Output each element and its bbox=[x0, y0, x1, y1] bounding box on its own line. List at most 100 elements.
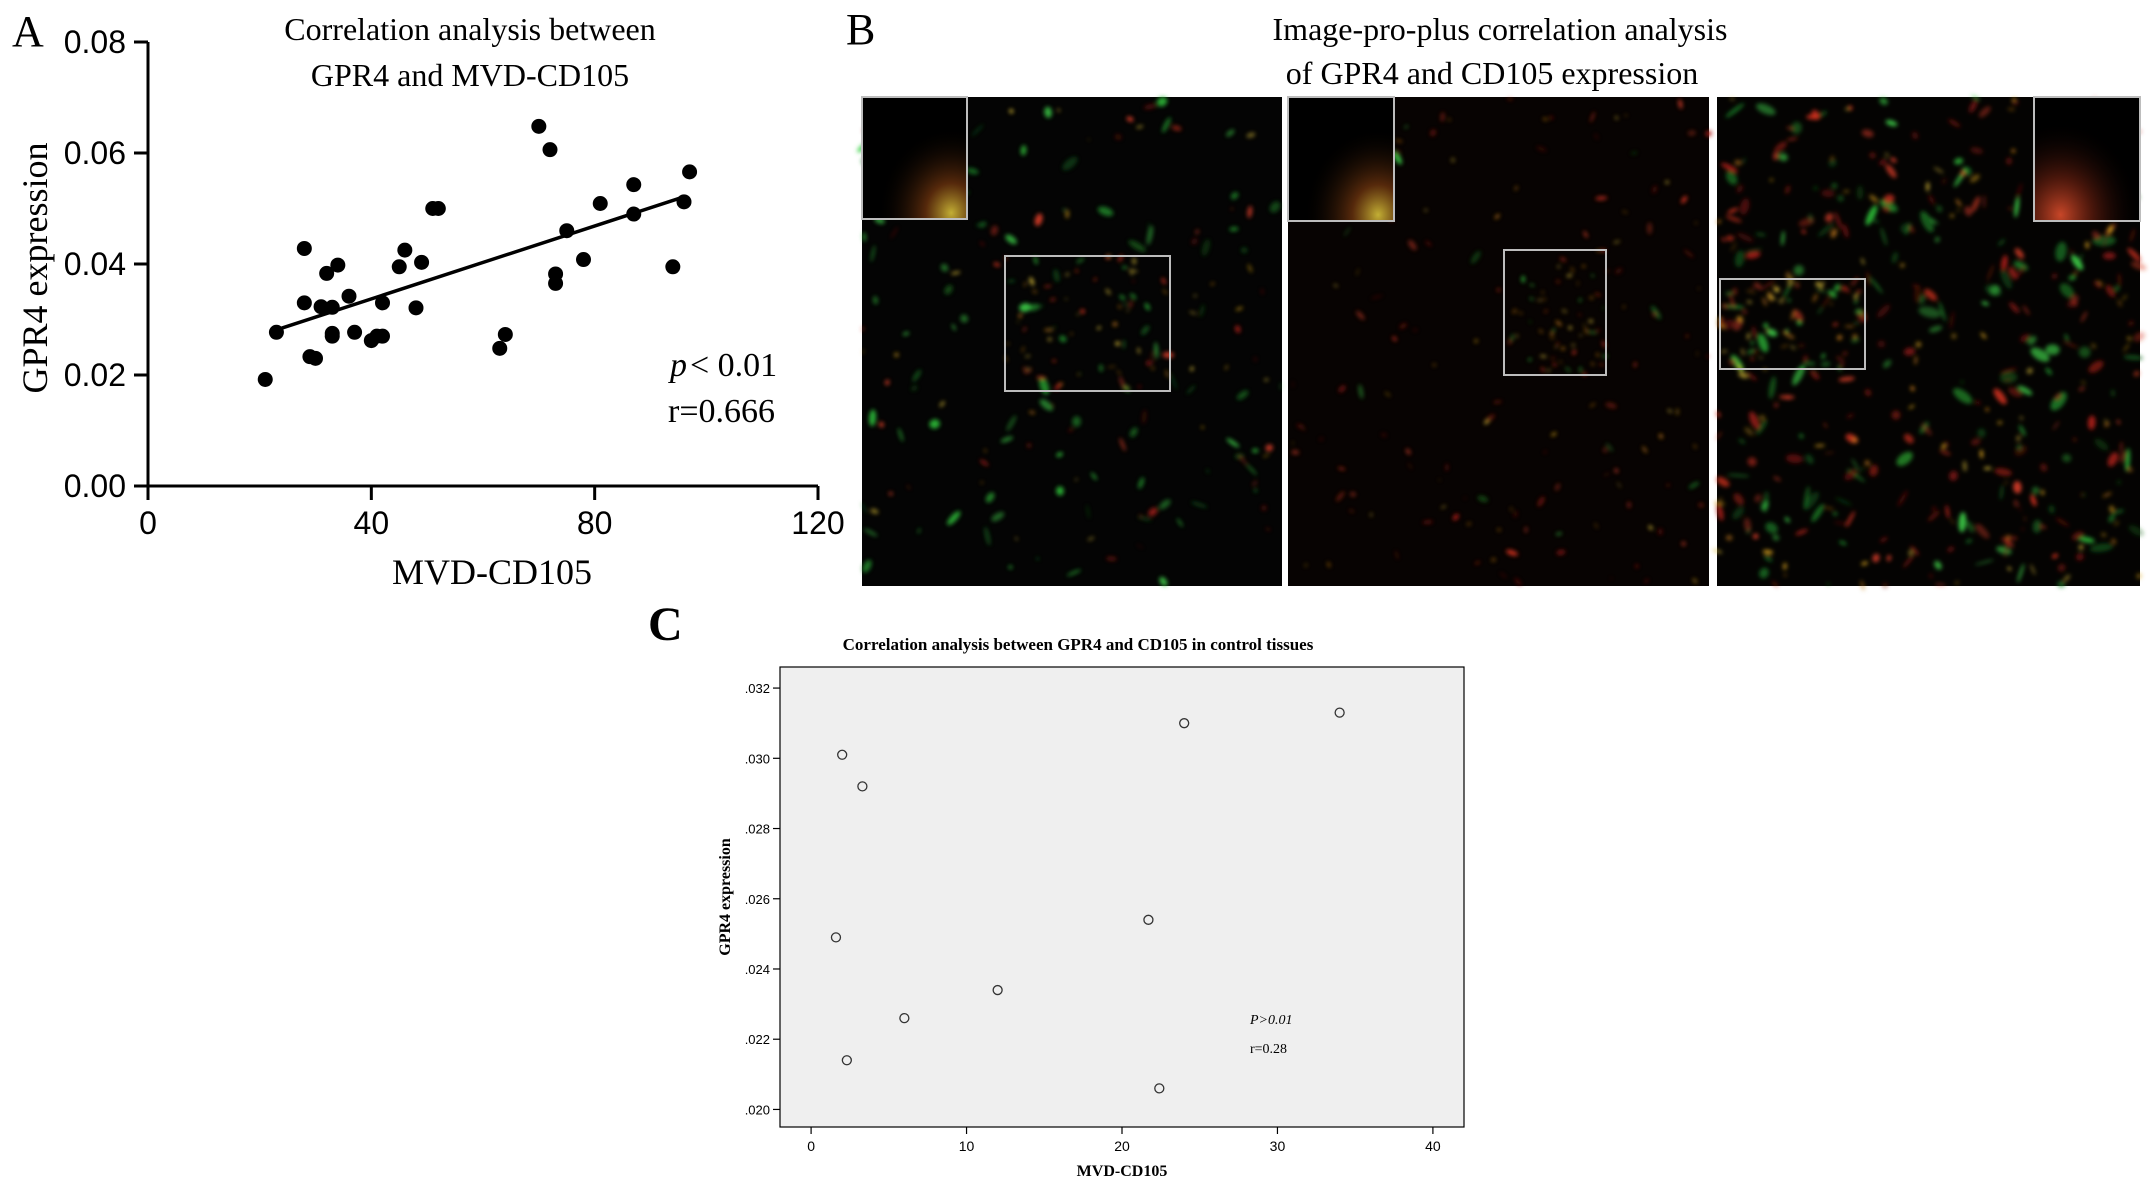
chart-a-y-tick-label: 0.00 bbox=[64, 468, 126, 504]
panel-a: A Correlation analysis between GPR4 and … bbox=[12, 7, 845, 592]
roi-box-1 bbox=[1004, 255, 1171, 392]
chart-c-x-tick-label: 10 bbox=[959, 1138, 975, 1154]
panel-b-title-line2: of GPR4 and CD105 expression bbox=[1286, 55, 1698, 91]
chart-c-point bbox=[1154, 1083, 1165, 1094]
chart-a-x-tick-label: 0 bbox=[139, 505, 157, 541]
chart-a-point bbox=[576, 252, 591, 268]
chart-a-point bbox=[375, 328, 390, 344]
chart-a-point bbox=[397, 242, 413, 258]
chart-c-ticks: 0 10 20 30 40 .020 .022 .024 .026 .028 .030 .032 bbox=[745, 681, 1441, 1154]
chart-a-point bbox=[347, 324, 363, 340]
chart-a-title-line2: GPR4 and MVD-CD105 bbox=[311, 57, 629, 93]
inset-box-1 bbox=[861, 96, 968, 220]
chart-c-x-tick-label: 0 bbox=[807, 1138, 815, 1154]
chart-c-y-tick-label: .028 bbox=[745, 822, 770, 837]
chart-a-point bbox=[626, 177, 642, 193]
chart-a-y-tick-label: 0.02 bbox=[64, 357, 126, 393]
chart-a-fit-line bbox=[270, 195, 685, 334]
chart-a-title-line1: Correlation analysis between bbox=[284, 11, 655, 47]
chart-a-y-tick-label: 0.08 bbox=[64, 24, 126, 60]
chart-c-xlabel: MVD-CD105 bbox=[1077, 1163, 1168, 1180]
chart-c-point bbox=[837, 749, 848, 760]
chart-a-points bbox=[257, 118, 698, 387]
chart-c-y-tick-label: .026 bbox=[745, 892, 770, 907]
chart-a-point bbox=[257, 371, 273, 387]
chart-c-point bbox=[899, 1012, 910, 1024]
chart-a-point bbox=[391, 259, 407, 275]
chart-c-point bbox=[992, 984, 1003, 996]
panel-c: C Correlation analysis between GPR4 and … bbox=[648, 598, 1465, 1180]
chart-c-y-tick-label: .024 bbox=[745, 962, 770, 977]
chart-a-point bbox=[308, 350, 323, 366]
inset-box-3 bbox=[2033, 96, 2141, 222]
chart-a-point bbox=[497, 326, 513, 342]
roi-box-3 bbox=[1719, 278, 1866, 370]
chart-c-p-value: P>0.01 bbox=[1249, 1013, 1293, 1028]
chart-a-point bbox=[626, 206, 642, 222]
chart-c-point bbox=[841, 1055, 852, 1066]
chart-a-point bbox=[592, 196, 608, 212]
panel-c-letter: C bbox=[648, 598, 683, 651]
chart-a-point bbox=[313, 299, 329, 315]
panel-b-title-line1: Image-pro-plus correlation analysis bbox=[1273, 11, 1728, 47]
chart-a-point bbox=[375, 295, 390, 311]
chart-c-y-tick-label: .020 bbox=[745, 1102, 770, 1117]
chart-a-regression-line bbox=[270, 195, 685, 334]
chart-a-p-value: < 0.01 bbox=[690, 347, 777, 384]
chart-c-r-value: r=0.28 bbox=[1250, 1042, 1287, 1057]
chart-c-y-tick-label: .022 bbox=[745, 1032, 770, 1047]
panel-a-letter: A bbox=[12, 7, 44, 56]
chart-c-point bbox=[1179, 718, 1190, 729]
chart-a-point bbox=[296, 240, 312, 256]
inset-box-2 bbox=[1287, 96, 1395, 222]
chart-a-point bbox=[531, 118, 547, 134]
chart-a-xlabel: MVD-CD105 bbox=[392, 552, 592, 592]
chart-a-y-tick-label: 0.04 bbox=[64, 246, 126, 282]
chart-a-point bbox=[330, 257, 346, 273]
chart-c-ylabel: GPR4 expression bbox=[717, 838, 734, 956]
chart-a-point bbox=[268, 324, 284, 340]
chart-c-point bbox=[857, 781, 868, 792]
chart-c-plot-area bbox=[779, 666, 1465, 1128]
chart-a-point bbox=[665, 259, 681, 275]
chart-a-ticks: 0 40 80 120 0.00 0.02 0.04 0.06 0.08 bbox=[64, 24, 845, 541]
chart-a-y-tick-label: 0.06 bbox=[64, 135, 126, 171]
chart-a-point bbox=[542, 142, 558, 158]
chart-a-point bbox=[676, 194, 692, 210]
chart-c-title: Correlation analysis between GPR4 and CD… bbox=[843, 635, 1314, 654]
chart-a-x-tick-label: 120 bbox=[791, 505, 844, 541]
chart-c-y-tick-label: .032 bbox=[745, 681, 770, 696]
chart-a-x-tick-label: 80 bbox=[577, 505, 613, 541]
chart-c-point bbox=[830, 932, 842, 943]
chart-c-point bbox=[1143, 914, 1154, 925]
chart-c-points bbox=[830, 707, 1345, 1094]
chart-a-r-value: r=0.666 bbox=[668, 393, 775, 430]
chart-a-x-tick-label: 40 bbox=[354, 505, 390, 541]
chart-a-point bbox=[324, 299, 340, 315]
chart-a-point bbox=[296, 295, 312, 311]
micrograph-1 bbox=[857, 96, 1282, 587]
chart-c-y-tick-label: .030 bbox=[745, 751, 770, 766]
chart-c-x-tick-label: 40 bbox=[1425, 1138, 1441, 1154]
roi-box-2 bbox=[1503, 249, 1607, 376]
chart-a-point bbox=[492, 340, 508, 356]
micrograph-3 bbox=[1712, 94, 2147, 591]
chart-c-x-tick-label: 20 bbox=[1114, 1138, 1130, 1154]
chart-a-point bbox=[548, 266, 564, 282]
chart-a-point bbox=[430, 201, 446, 216]
chart-c-point bbox=[1334, 707, 1345, 718]
chart-a-point bbox=[324, 328, 340, 344]
chart-a-point bbox=[408, 300, 424, 316]
chart-a-point bbox=[682, 164, 698, 180]
chart-a-point bbox=[341, 288, 357, 304]
chart-a-ylabel: GPR4 expression bbox=[15, 143, 55, 394]
chart-a-p-symbol: p bbox=[668, 347, 687, 384]
chart-a-point bbox=[319, 265, 335, 281]
panel-b-letter: B bbox=[846, 5, 875, 54]
chart-a-point bbox=[559, 223, 575, 239]
panel-b: B Image-pro-plus correlation analysis of… bbox=[846, 5, 2147, 591]
chart-c-x-tick-label: 30 bbox=[1270, 1138, 1286, 1154]
micrograph-2 bbox=[1287, 96, 1713, 586]
chart-a-point bbox=[414, 254, 430, 270]
